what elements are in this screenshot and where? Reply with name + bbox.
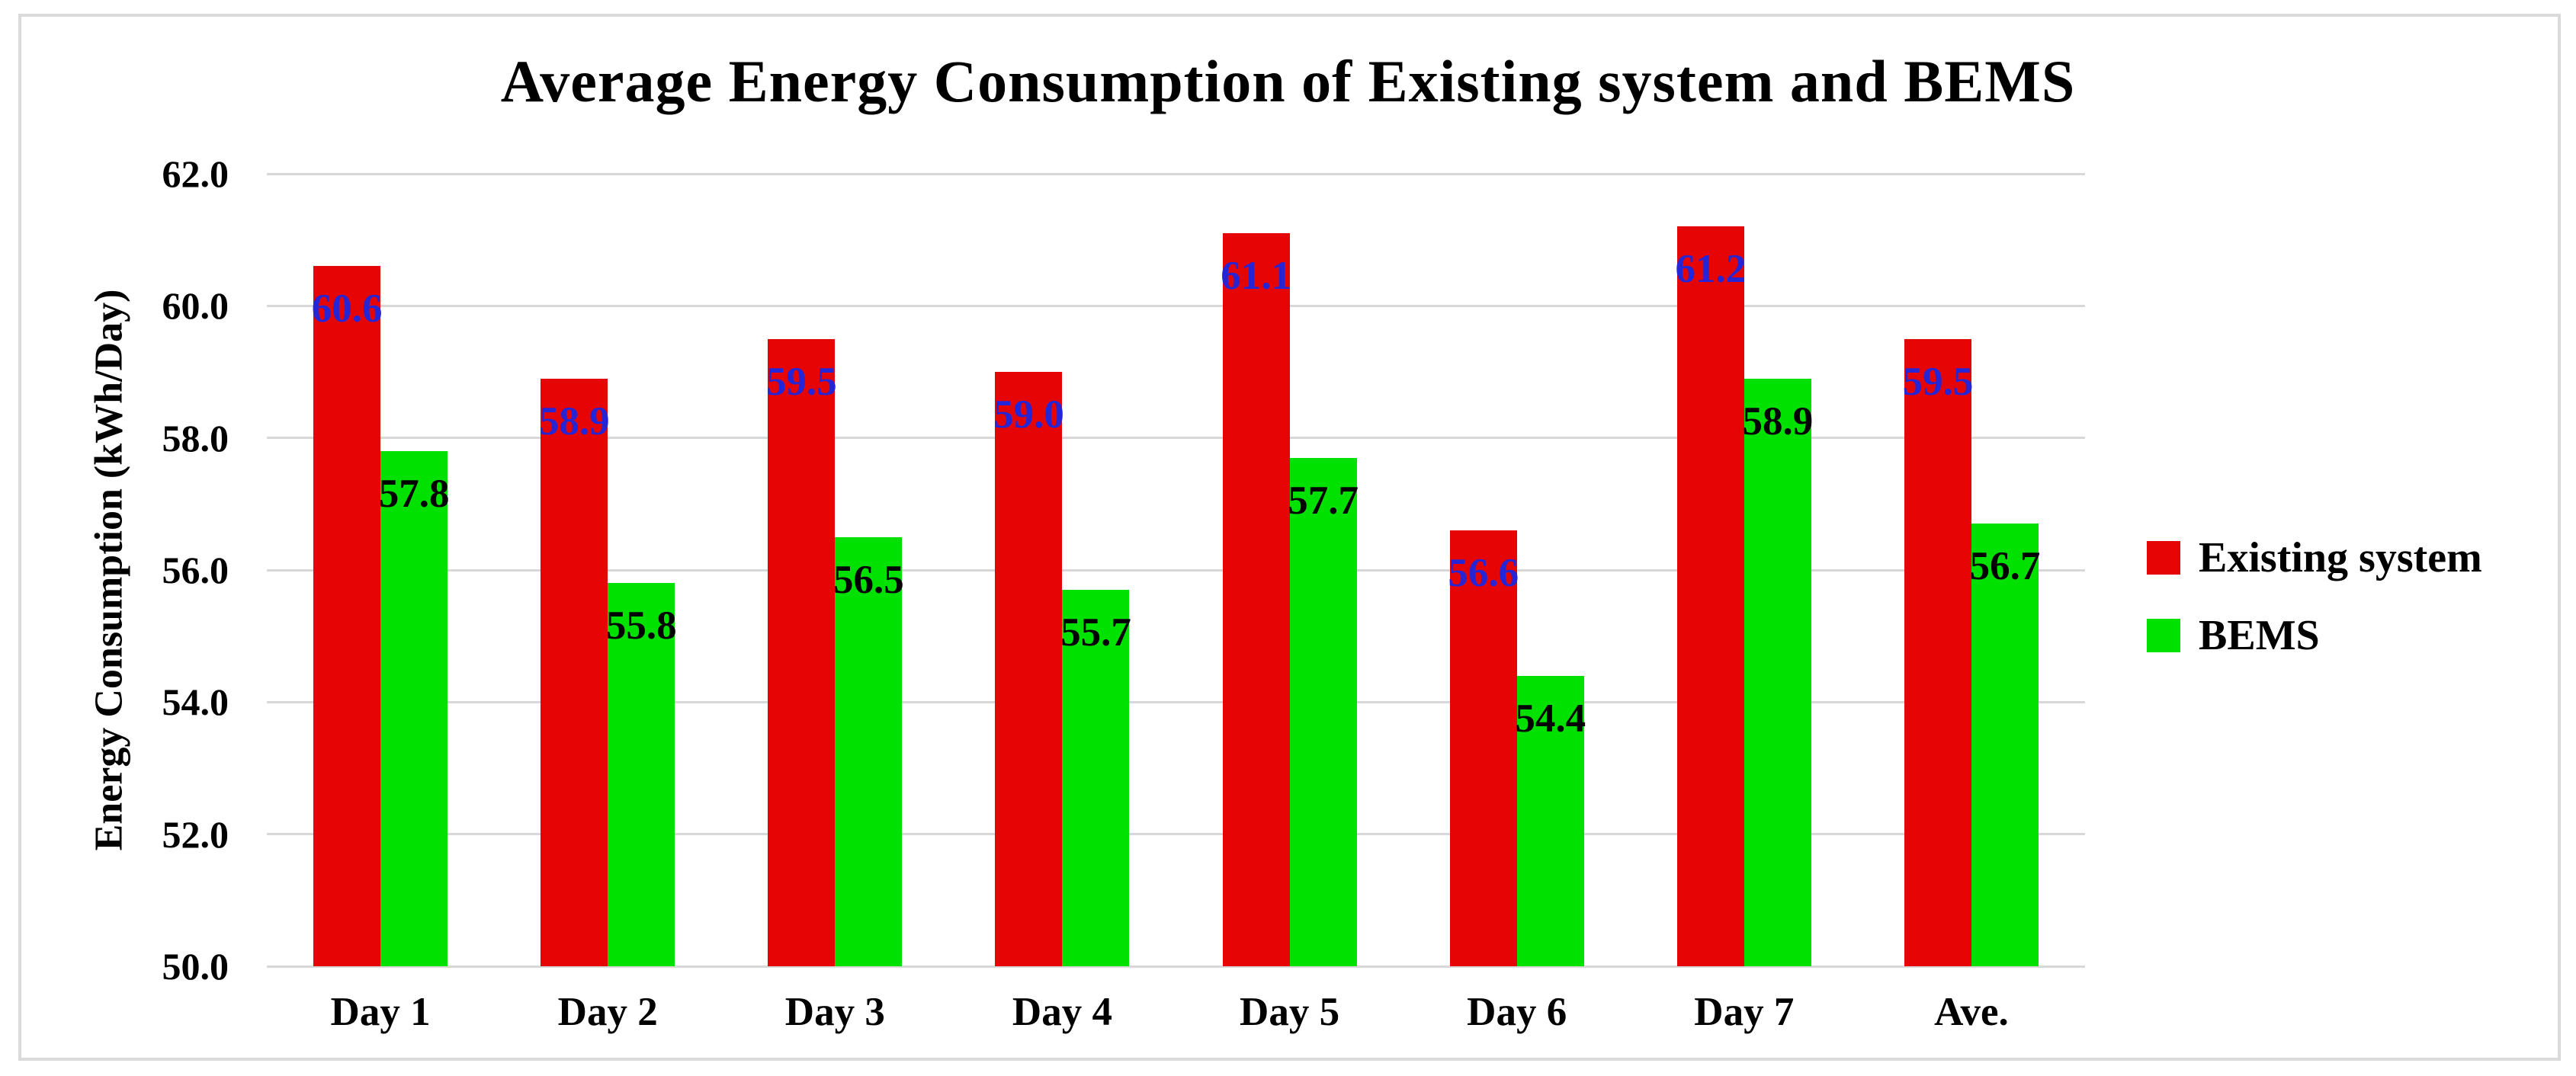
gridline-50.0 — [267, 965, 2085, 968]
bar-bems-day-5 — [1289, 457, 1357, 966]
bar-value-label-existing-system-day-4: 59.0 — [993, 392, 1064, 437]
bar-value-label-bems-day-5: 57.7 — [1288, 478, 1359, 523]
bar-bems-day-1 — [380, 451, 448, 966]
gridline-52.0 — [267, 833, 2085, 836]
bar-value-label-existing-system-day-3: 59.5 — [765, 359, 837, 404]
bar-bems-day-3 — [835, 536, 903, 966]
bar-existing-system-day-3 — [768, 338, 836, 966]
bar-existing-system-day-7 — [1676, 226, 1744, 966]
y-tick-label: 60.0 — [162, 284, 229, 328]
bar-value-label-existing-system-day-7: 61.2 — [1675, 247, 1747, 292]
legend-item-bems: BEMS — [2147, 614, 2482, 657]
bar-value-label-bems-day-1: 57.8 — [378, 472, 450, 516]
gridline-56.0 — [267, 568, 2085, 572]
x-axis-label-day-1: Day 1 — [330, 990, 431, 1034]
gridline-58.0 — [267, 437, 2085, 440]
bar-value-label-bems-ave: 56.7 — [1969, 544, 2041, 589]
bar-value-label-bems-day-3: 56.5 — [832, 557, 904, 602]
y-tick-label: 56.0 — [162, 549, 229, 591]
bar-existing-system-day-5 — [1222, 233, 1290, 966]
chart-title: Average Energy Consumption of Existing s… — [500, 48, 2076, 114]
bar-value-label-bems-day-2: 55.8 — [605, 604, 677, 648]
gridline-60.0 — [267, 304, 2085, 307]
y-tick-label: 58.0 — [162, 416, 229, 460]
gridline-62.0 — [267, 172, 2085, 175]
bar-value-label-bems-day-6: 54.4 — [1515, 696, 1586, 741]
x-axis-label-day-4: Day 4 — [1012, 990, 1112, 1034]
legend-label: BEMS — [2199, 612, 2320, 659]
x-axis-label-day-2: Day 2 — [557, 990, 658, 1034]
bar-existing-system-day-6 — [1449, 530, 1517, 966]
legend-item-existing-system: Existing system — [2147, 536, 2482, 579]
y-tick-label: 52.0 — [162, 812, 229, 856]
legend: Existing system BEMS — [2147, 536, 2482, 657]
bar-existing-system-ave — [1904, 338, 1971, 966]
bar-value-label-existing-system-day-5: 61.1 — [1221, 254, 1291, 298]
x-axis-label-day-6: Day 6 — [1467, 990, 1567, 1034]
y-tick-label: 62.0 — [162, 152, 229, 195]
bar-bems-day-7 — [1744, 378, 1811, 966]
bar-value-label-existing-system-day-6: 56.6 — [1448, 551, 1519, 595]
bar-value-label-bems-day-7: 58.9 — [1742, 399, 1814, 444]
bar-value-label-existing-system-day-1: 60.6 — [311, 287, 383, 331]
bar-existing-system-day-1 — [313, 266, 381, 966]
legend-label: Existing system — [2199, 534, 2482, 581]
x-axis-label-day-3: Day 3 — [784, 990, 885, 1034]
y-tick-label: 50.0 — [162, 945, 229, 988]
bar-existing-system-day-4 — [995, 372, 1063, 966]
x-axis-label-ave: Ave. — [1934, 990, 2009, 1034]
bar-bems-day-6 — [1516, 675, 1584, 966]
x-axis-label-day-5: Day 5 — [1240, 990, 1340, 1034]
bar-bems-day-2 — [608, 583, 675, 966]
bar-existing-system-day-2 — [541, 378, 608, 966]
bar-value-label-existing-system-day-2: 58.9 — [538, 399, 610, 444]
bar-value-label-existing-system-ave: 59.5 — [1902, 359, 1974, 404]
bar-bems-ave — [1971, 524, 2039, 966]
bar-value-label-bems-day-4: 55.7 — [1060, 610, 1131, 655]
x-axis-label-day-7: Day 7 — [1694, 990, 1795, 1034]
legend-swatch-icon — [2147, 619, 2180, 652]
legend-swatch-icon — [2147, 541, 2180, 575]
y-tick-label: 54.0 — [162, 681, 229, 724]
gridline-54.0 — [267, 700, 2085, 703]
bar-bems-day-4 — [1062, 590, 1130, 966]
